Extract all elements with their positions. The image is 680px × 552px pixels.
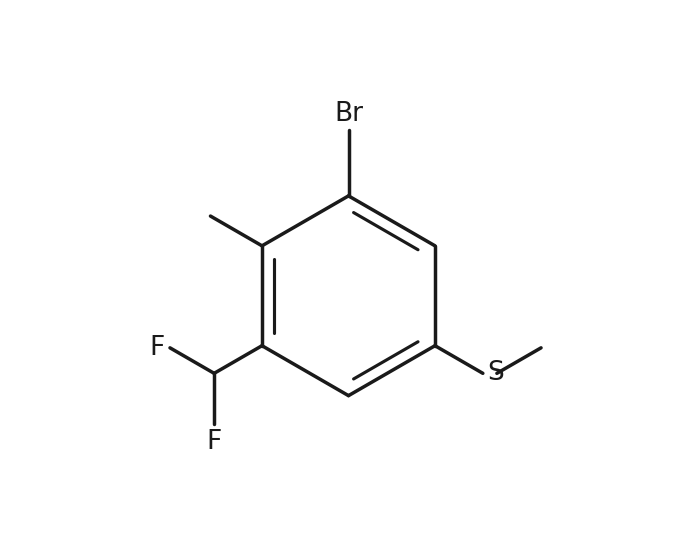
Text: S: S	[487, 360, 504, 386]
Text: F: F	[150, 335, 165, 361]
Text: Br: Br	[334, 100, 363, 126]
Text: F: F	[207, 428, 222, 455]
